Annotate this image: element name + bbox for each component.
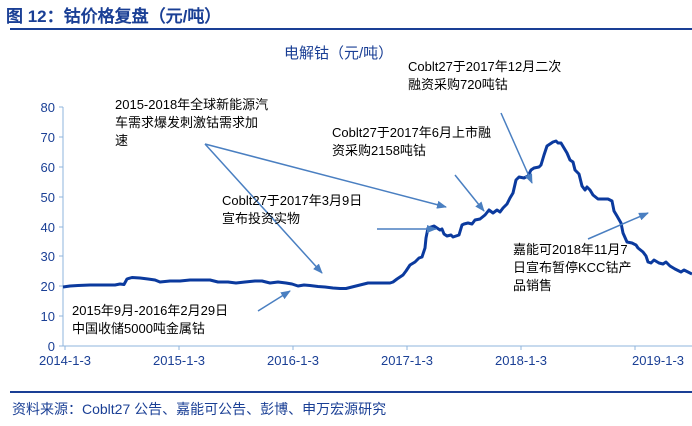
annotation-ev-demand: 2015-2018年全球新能源汽 车需求爆发刺激钴需求加 速 — [115, 96, 268, 150]
annotation-line: 融资采购720吨钴 — [408, 77, 508, 92]
y-tick-label: 70 — [41, 130, 55, 145]
arrow-jun-2017 — [454, 174, 485, 212]
x-tick-label: 2017-1-3 — [381, 353, 433, 368]
y-tick-label: 80 — [41, 100, 55, 115]
annotation-line: 速 — [115, 133, 129, 148]
annotation-line: Coblt27于2017年12月二次 — [408, 59, 562, 74]
annotation-jun-2017: Coblt27于2017年6月上市融 资采购2158吨钴 — [332, 124, 491, 160]
arrow-nov-2018 — [587, 212, 649, 240]
annotation-line: 宣布投资实物 — [222, 211, 301, 226]
annotation-line: 嘉能可2018年11月7 — [513, 242, 628, 257]
arrow-ev-to-2016 — [204, 143, 323, 274]
annotation-line: Coblt27于2017年3月9日 — [222, 193, 363, 208]
annotation-arrows — [204, 112, 649, 312]
arrow-dec-2017 — [500, 112, 533, 184]
x-tick-label: 2016-1-3 — [267, 353, 319, 368]
figure-title: 图 12：钴价格复盘（元/吨） — [6, 7, 222, 26]
x-tick-label: 2014-1-3 — [39, 353, 91, 368]
y-tick-label: 50 — [41, 190, 55, 205]
y-tick-label: 40 — [41, 220, 55, 235]
x-tick-label: 2015-1-3 — [153, 353, 205, 368]
annotation-line: Coblt27于2017年6月上市融 — [332, 125, 491, 140]
cobalt-price-line — [62, 139, 692, 290]
y-tick-label: 20 — [41, 279, 55, 294]
y-tick-label: 30 — [41, 249, 55, 264]
annotation-china-stockpile: 2015年9月-2016年2月29日 中国收储5000吨金属钴 — [72, 302, 228, 338]
annotation-line: 资采购2158吨钴 — [332, 143, 426, 158]
annotation-mar-2017: Coblt27于2017年3月9日 宣布投资实物 — [222, 192, 362, 228]
arrow-ev-to-2017 — [204, 143, 447, 209]
chart-title: 电解钴（元/吨） — [284, 45, 394, 62]
annotation-line: 2015-2018年全球新能源汽 — [115, 97, 269, 112]
y-axis: 80 70 60 50 40 30 20 10 0 — [41, 100, 64, 354]
annotation-line: 日宣布暂停KCC钴产 — [513, 260, 632, 275]
source-divider — [10, 391, 692, 393]
annotation-glencore-nov-2018: 嘉能可2018年11月7 日宣布暂停KCC钴产 品销售 — [513, 241, 631, 295]
annotation-line: 中国收储5000吨金属钴 — [72, 321, 205, 336]
x-axis: 2014-1-3 2015-1-3 2016-1-3 2017-1-3 2018… — [39, 345, 692, 368]
annotation-line: 品销售 — [513, 278, 553, 293]
y-tick-label: 10 — [41, 309, 55, 324]
annotation-dec-2017: Coblt27于2017年12月二次 融资采购720吨钴 — [408, 58, 561, 94]
title-divider — [10, 28, 692, 30]
annotation-line: 车需求爆发刺激钴需求加 — [115, 115, 259, 130]
arrow-stockpile — [257, 290, 291, 312]
x-tick-label: 2019-1-3 — [632, 353, 684, 368]
source-note: 资料来源：Coblt27 公告、嘉能可公告、彭博、申万宏源研究 — [12, 401, 387, 417]
x-tick-label: 2018-1-3 — [495, 353, 547, 368]
y-tick-label: 60 — [41, 160, 55, 175]
y-tick-label: 0 — [48, 339, 55, 354]
annotation-line: 2015年9月-2016年2月29日 — [72, 303, 229, 318]
